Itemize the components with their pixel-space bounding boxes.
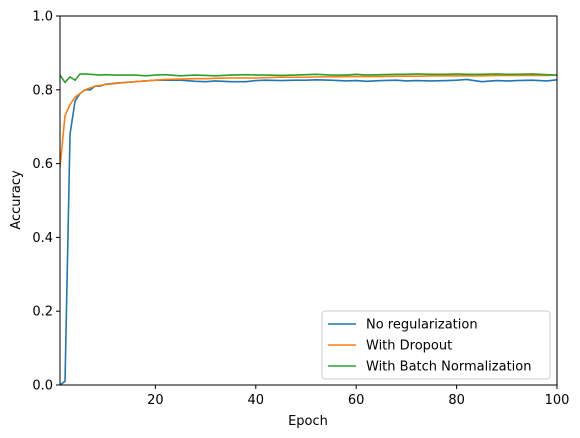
legend: No regularization With Dropout With Batch …	[321, 310, 551, 380]
y-tick-label: 0.4	[32, 231, 53, 246]
series-line-3	[60, 73, 557, 84]
x-tick-label: 100	[545, 393, 570, 408]
y-axis-label: Accuracy	[9, 170, 24, 230]
legend-box	[321, 310, 551, 380]
axes-frame	[59, 15, 558, 386]
x-tick-label: 40	[248, 393, 265, 408]
series-layer	[60, 73, 557, 385]
x-tick-label: 80	[448, 393, 465, 408]
y-tick-label: 1.0	[32, 10, 53, 25]
y-tick-label: 0.2	[32, 305, 53, 320]
x-tick-label: 20	[147, 393, 164, 408]
x-tick-label: 60	[348, 393, 365, 408]
axes-layer: 20 40 60 80 100 0.0 0.2 0.4 0.6 0.8 1.0	[32, 10, 569, 409]
x-axis-label: Epoch	[288, 414, 328, 429]
legend-label-3: With Batch Normalization	[366, 360, 532, 375]
y-tick-label: 0.8	[32, 83, 53, 98]
y-tick-label: 0.0	[32, 379, 53, 394]
legend-label-2: With Dropout	[366, 339, 452, 354]
y-tick-label: 0.6	[32, 157, 53, 172]
legend-label-1: No regularization	[366, 318, 478, 333]
series-line-2	[60, 74, 557, 169]
